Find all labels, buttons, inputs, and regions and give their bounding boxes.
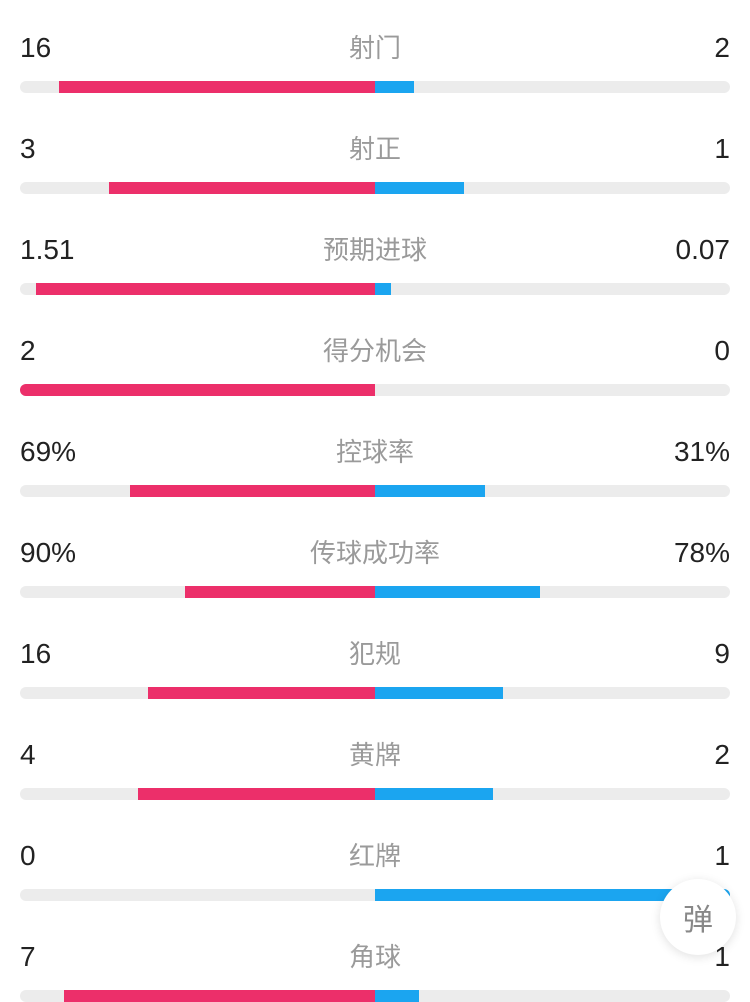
stat-row: 90%传球成功率78% [20,533,730,598]
stat-bar [20,687,730,699]
stat-bar-right-track [375,586,730,598]
stat-bar [20,788,730,800]
stat-value-right: 1 [670,840,730,872]
stat-bar [20,283,730,295]
stat-label: 红牌 [80,836,670,873]
stat-bar [20,586,730,598]
stat-bar-left-fill [130,485,375,497]
stat-bar-left-fill [148,687,375,699]
stat-label: 犯规 [80,634,670,671]
stat-value-right: 9 [670,638,730,670]
stat-bar-right-track [375,182,730,194]
stat-row: 3射正1 [20,129,730,194]
stat-bar-left-fill [109,182,375,194]
stat-bar-left-track [20,485,375,497]
stat-value-left: 16 [20,32,80,64]
stat-row: 16射门2 [20,28,730,93]
stat-label: 预期进球 [80,230,670,267]
stat-bar [20,182,730,194]
stat-bar-left-track [20,990,375,1002]
stat-bar-left-track [20,687,375,699]
stat-bar-right-track [375,485,730,497]
stat-bar-right-fill [375,81,414,93]
stat-bar [20,384,730,396]
stat-bar-left-track [20,182,375,194]
stat-label: 传球成功率 [80,533,670,570]
stat-value-right: 31% [670,436,730,468]
stat-labels: 16射门2 [20,28,730,65]
stat-value-right: 0 [670,335,730,367]
stat-value-left: 4 [20,739,80,771]
stat-row: 16犯规9 [20,634,730,699]
stat-bar-left-fill [36,283,375,295]
stat-bar-right-track [375,990,730,1002]
stat-value-left: 0 [20,840,80,872]
stat-labels: 16犯规9 [20,634,730,671]
stat-bar-right-track [375,384,730,396]
stat-bar-right-fill [375,788,493,800]
stat-bar-right-fill [375,586,540,598]
stat-label: 黄牌 [80,735,670,772]
floating-button-label: 弹 [683,895,713,939]
stat-value-right: 0.07 [670,234,730,266]
stat-value-right: 78% [670,537,730,569]
stat-bar-right-fill [375,990,419,1002]
stat-labels: 7角球1 [20,937,730,974]
stat-value-left: 7 [20,941,80,973]
stat-row: 2得分机会0 [20,331,730,396]
stat-label: 射门 [80,28,670,65]
stat-value-right: 2 [670,32,730,64]
stat-value-left: 3 [20,133,80,165]
stat-labels: 90%传球成功率78% [20,533,730,570]
stat-row: 7角球1 [20,937,730,1002]
stat-value-right: 1 [670,133,730,165]
stat-value-left: 16 [20,638,80,670]
floating-action-button[interactable]: 弹 [660,879,736,955]
stat-labels: 0红牌1 [20,836,730,873]
stat-label: 得分机会 [80,331,670,368]
stat-bar-left-fill [185,586,375,598]
stat-labels: 69%控球率31% [20,432,730,469]
stat-value-left: 2 [20,335,80,367]
stat-bar-right-track [375,81,730,93]
stat-row: 69%控球率31% [20,432,730,497]
stat-row: 4黄牌2 [20,735,730,800]
stat-bar-left-fill [59,81,375,93]
stat-bar-left-fill [20,384,375,396]
stat-bar-left-track [20,283,375,295]
stat-bar-right-fill [375,485,485,497]
stat-labels: 3射正1 [20,129,730,166]
stat-label: 角球 [80,937,670,974]
stat-row: 0红牌1 [20,836,730,901]
stat-bar-right-track [375,283,730,295]
stat-bar [20,990,730,1002]
stat-bar [20,81,730,93]
stat-bar-left-track [20,384,375,396]
stat-value-left: 69% [20,436,80,468]
stat-bar-right-fill [375,182,464,194]
stat-bar-right-fill [375,687,503,699]
stat-bar-left-track [20,889,375,901]
stat-bar-left-fill [64,990,375,1002]
stat-labels: 4黄牌2 [20,735,730,772]
stat-row: 1.51预期进球0.07 [20,230,730,295]
stat-bar-left-fill [138,788,375,800]
stat-value-left: 90% [20,537,80,569]
stat-bar [20,889,730,901]
stat-bar [20,485,730,497]
stat-label: 控球率 [80,432,670,469]
stat-bar-left-track [20,81,375,93]
stat-value-left: 1.51 [20,234,80,266]
stat-bar-right-track [375,788,730,800]
match-stats-list: 16射门23射正11.51预期进球0.072得分机会069%控球率31%90%传… [0,0,750,1002]
stat-bar-right-track [375,687,730,699]
stat-label: 射正 [80,129,670,166]
stat-labels: 1.51预期进球0.07 [20,230,730,267]
stat-bar-left-track [20,788,375,800]
stat-value-right: 2 [670,739,730,771]
stat-labels: 2得分机会0 [20,331,730,368]
stat-bar-left-track [20,586,375,598]
stat-bar-right-fill [375,283,391,295]
